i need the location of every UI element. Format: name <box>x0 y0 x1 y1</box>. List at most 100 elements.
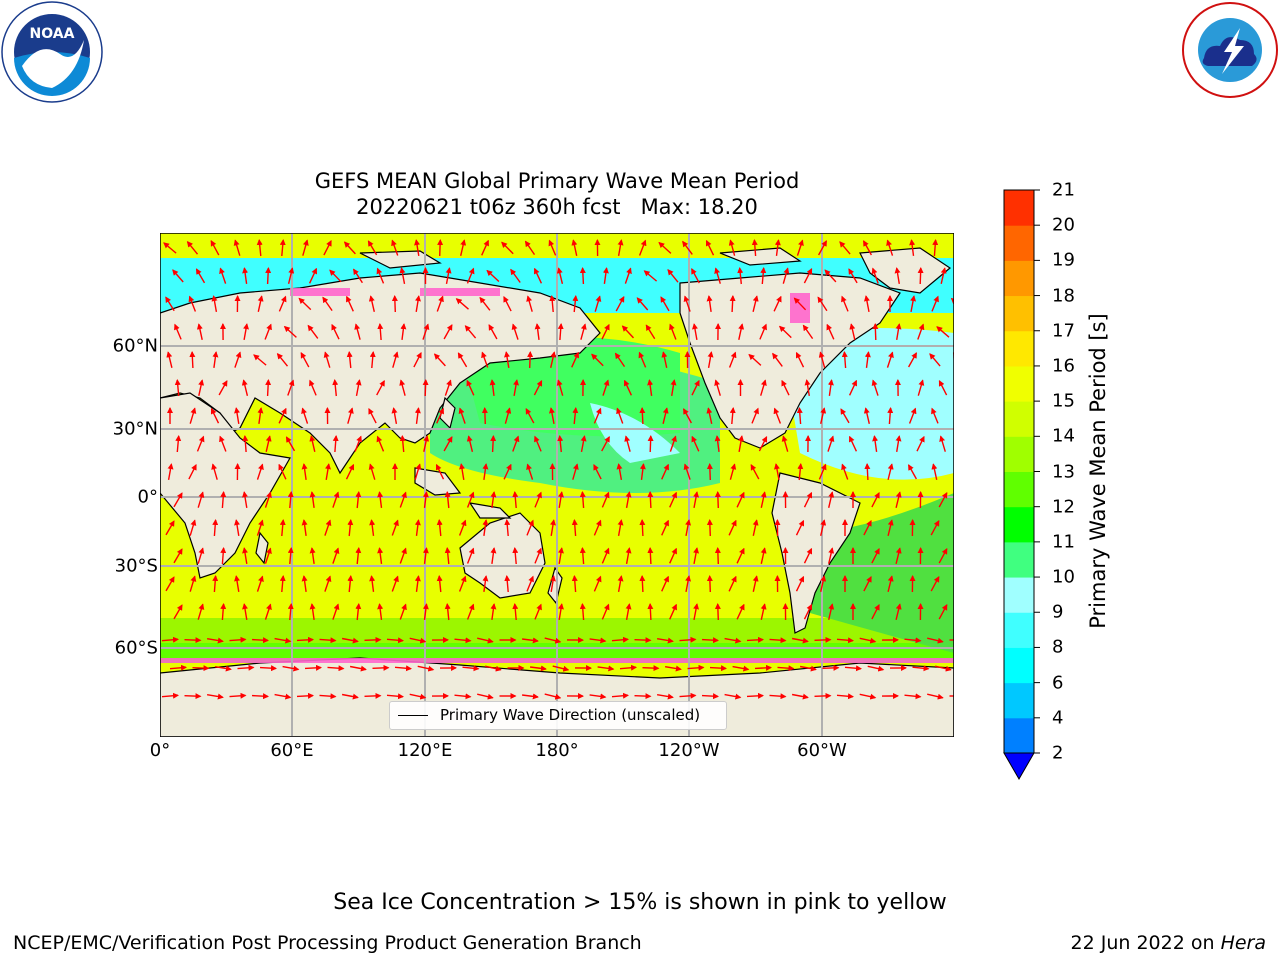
wave-arrow <box>301 575 308 592</box>
wave-arrow <box>639 519 646 537</box>
wave-arrow <box>522 637 539 644</box>
wave-arrow <box>824 269 837 283</box>
wave-arrow <box>912 665 930 672</box>
wave-arrow <box>669 491 677 508</box>
wave-arrow <box>477 693 494 700</box>
wave-arrow <box>443 324 453 340</box>
wave-arrow <box>296 636 314 643</box>
wave-arrow <box>256 463 264 480</box>
wave-arrow <box>485 665 502 672</box>
wave-arrow <box>871 267 879 284</box>
wave-arrow <box>729 463 737 480</box>
wave-arrow <box>769 637 787 644</box>
wave-arrow <box>714 603 721 621</box>
wave-arrow <box>322 296 333 312</box>
wave-arrow <box>533 267 543 284</box>
wave-arrow <box>589 637 607 644</box>
wave-arrow <box>593 519 602 536</box>
wave-arrow <box>414 463 422 480</box>
wave-arrow <box>848 268 858 284</box>
footer-host: Hera <box>1220 932 1266 954</box>
wave-arrow <box>278 463 287 480</box>
wave-arrow <box>820 407 827 424</box>
wave-arrow <box>664 665 682 672</box>
wave-arrow <box>706 463 713 481</box>
wave-arrow <box>817 240 828 256</box>
wave-arrow <box>871 379 879 396</box>
legend-label: Primary Wave Direction (unscaled) <box>440 706 701 724</box>
wave-arrow <box>259 665 277 672</box>
wave-arrow <box>658 241 672 254</box>
wave-arrow <box>679 692 697 699</box>
wave-arrow <box>490 491 497 508</box>
wave-arrow <box>392 351 399 368</box>
wave-arrow <box>511 323 519 340</box>
wave-arrow <box>332 435 339 453</box>
wave-arrow <box>936 326 950 338</box>
wave-arrow <box>436 295 444 312</box>
wave-arrow <box>220 603 227 621</box>
y-tick-1: 30°N <box>112 418 158 440</box>
wave-arrow <box>661 519 669 536</box>
wave-arrow <box>863 520 872 536</box>
colorbar-segment <box>1004 612 1034 648</box>
wave-arrow <box>550 519 556 537</box>
wave-arrow <box>251 693 269 700</box>
wave-arrow <box>501 241 514 255</box>
wave-arrow <box>642 665 660 672</box>
wave-arrow <box>863 295 870 313</box>
wave-arrow <box>391 239 399 256</box>
wave-arrow <box>669 603 677 620</box>
wave-arrow <box>782 267 790 284</box>
wave-arrow <box>645 324 656 340</box>
wave-arrow <box>661 575 669 592</box>
wave-arrow <box>778 325 792 339</box>
wave-arrow <box>909 239 916 256</box>
wave-arrow <box>189 407 197 424</box>
wave-arrow <box>301 407 309 424</box>
wave-arrow <box>327 665 345 672</box>
wave-arrow <box>548 407 555 425</box>
wave-arrow <box>818 351 826 368</box>
wave-arrow <box>781 435 789 452</box>
wave-arrow <box>347 519 354 537</box>
wave-arrow <box>287 491 294 509</box>
wave-arrow <box>377 547 384 564</box>
wave-arrow <box>863 407 870 424</box>
wave-arrow <box>188 464 197 480</box>
wave-arrow <box>887 407 894 425</box>
wave-arrow <box>550 351 557 368</box>
wave-arrow <box>803 547 813 564</box>
wave-arrow <box>557 435 564 453</box>
wave-arrow <box>346 351 353 369</box>
colorbar-tick: 8 <box>1052 636 1064 658</box>
wave-arrow <box>345 463 355 480</box>
wave-arrow <box>444 379 452 396</box>
wave-arrow <box>189 575 197 592</box>
wave-arrow <box>323 240 332 256</box>
wave-arrow <box>656 693 674 700</box>
colorbar-tick: 9 <box>1052 601 1064 623</box>
wave-arrow <box>454 693 472 700</box>
wave-arrow <box>772 352 783 367</box>
wave-arrow <box>533 380 543 396</box>
wave-arrow <box>212 351 219 368</box>
colorbar-tick: 19 <box>1052 249 1075 271</box>
wave-arrow <box>754 664 772 671</box>
wave-arrow <box>803 491 813 508</box>
wave-arrow <box>661 463 669 480</box>
wave-arrow <box>791 637 809 644</box>
wave-arrow <box>759 323 767 340</box>
wave-arrow <box>391 519 399 536</box>
wave-arrow <box>394 665 412 672</box>
wave-arrow <box>482 575 489 592</box>
wave-arrow <box>802 324 814 340</box>
wave-arrow <box>347 407 354 424</box>
wave-arrow <box>206 693 224 700</box>
wave-arrow <box>399 379 406 396</box>
wave-arrow <box>579 491 586 509</box>
wave-arrow <box>938 548 948 564</box>
wave-arrow <box>828 491 835 508</box>
footer-branch: NCEP/EMC/Verification Post Processing Pr… <box>13 932 642 954</box>
wave-arrow <box>354 323 361 340</box>
